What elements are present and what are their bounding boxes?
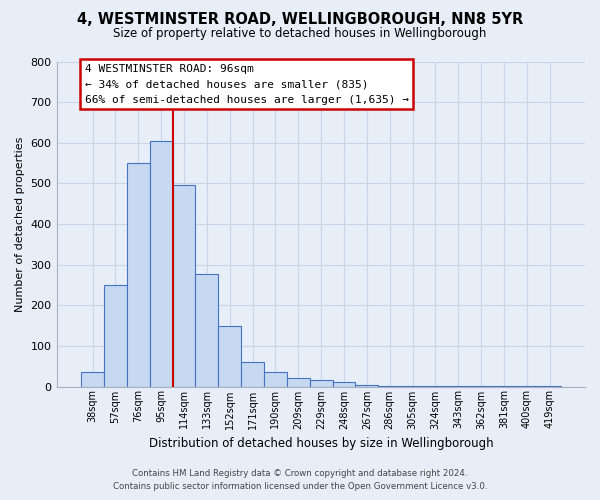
Text: 4 WESTMINSTER ROAD: 96sqm
← 34% of detached houses are smaller (835)
66% of semi: 4 WESTMINSTER ROAD: 96sqm ← 34% of detac…: [85, 64, 409, 104]
Text: 4, WESTMINSTER ROAD, WELLINGBOROUGH, NN8 5YR: 4, WESTMINSTER ROAD, WELLINGBOROUGH, NN8…: [77, 12, 523, 28]
Bar: [241, 362, 264, 386]
Bar: [127, 163, 150, 386]
Bar: [104, 285, 127, 386]
X-axis label: Distribution of detached houses by size in Wellingborough: Distribution of detached houses by size …: [149, 437, 493, 450]
Bar: [81, 372, 104, 386]
Bar: [150, 140, 173, 386]
Bar: [310, 380, 332, 386]
Bar: [218, 326, 241, 386]
Bar: [264, 372, 287, 386]
Text: Size of property relative to detached houses in Wellingborough: Size of property relative to detached ho…: [113, 28, 487, 40]
Text: Contains HM Land Registry data © Crown copyright and database right 2024.
Contai: Contains HM Land Registry data © Crown c…: [113, 470, 487, 491]
Bar: [173, 186, 196, 386]
Bar: [287, 378, 310, 386]
Bar: [196, 274, 218, 386]
Y-axis label: Number of detached properties: Number of detached properties: [15, 136, 25, 312]
Bar: [332, 382, 355, 386]
